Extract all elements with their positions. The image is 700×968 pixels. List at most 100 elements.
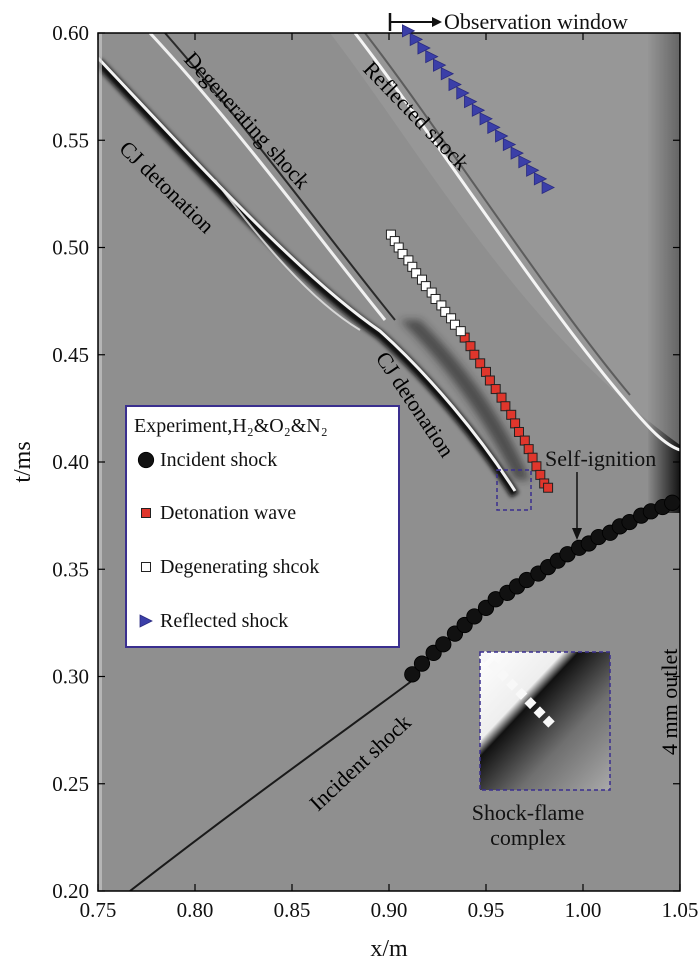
detonation-wave-point: [465, 341, 476, 352]
self-ignition-label: Self-ignition: [545, 446, 656, 471]
degenerating-shcok-point: [411, 268, 422, 279]
cj-detonation-band: [98, 58, 519, 498]
outlet-label: 4 mm outlet: [657, 649, 682, 755]
x-tick-label: 1.05: [662, 898, 699, 922]
legend-marker-detonation-wave: [141, 508, 151, 518]
self-ignition-arrowhead: [572, 528, 582, 540]
detonation-wave-point: [519, 435, 530, 446]
y-tick-label: 0.55: [52, 128, 89, 152]
legend: Experiment,H₂&O₂&N₂ Incident shock Detona…: [125, 405, 400, 648]
degenerating-shcok-point: [397, 248, 408, 259]
detonation-wave-point: [535, 469, 546, 480]
x-tick-label: 0.75: [80, 898, 117, 922]
reflected-shock-point: [456, 86, 470, 100]
legend-box: [125, 405, 400, 648]
reflected-shock-point: [448, 77, 462, 92]
reflected-shock-point: [417, 41, 431, 55]
y-tick-label: 0.50: [52, 236, 89, 260]
reflected-shock-point: [487, 120, 501, 135]
reflected-shock-shadow: [364, 33, 631, 396]
observation-window-label: Observation window: [444, 9, 628, 34]
reflected-shock-point: [502, 137, 517, 152]
incident-shock-point: [435, 636, 452, 653]
detonation-wave-point: [475, 358, 486, 369]
detonation-wave-point: [490, 384, 501, 395]
x-tick-label: 1.00: [565, 898, 602, 922]
detonation-wave-point: [500, 401, 511, 412]
inset-label-line2: complex: [490, 825, 566, 850]
incident-shock-line: [129, 676, 418, 891]
degenerating-shock-streak: [148, 33, 387, 321]
detonation-wave-point: [496, 392, 507, 403]
cj-detonation-edge: [98, 56, 517, 492]
incident-shock-point: [413, 655, 431, 672]
degenerating-shcok-point: [430, 293, 441, 304]
reflected-shock-point: [495, 129, 509, 143]
y-tick-label: 0.20: [52, 879, 89, 903]
post-shock-zone: [330, 33, 680, 445]
reflected-shock-point: [471, 103, 486, 117]
degenerating-shcok-point: [440, 306, 451, 317]
x-axis: 0.75 0.80 0.85 0.90 0.95 1.00 1.05: [80, 33, 699, 922]
shock-flame-inset: [478, 650, 611, 791]
inset-frame: [479, 651, 611, 791]
observation-window-marker: [388, 13, 442, 31]
detonation-wave-point: [469, 349, 480, 360]
y-axis-label: t/ms: [10, 441, 36, 482]
reflected-shock-point: [440, 67, 455, 81]
legend-label-reflected-shock: Reflected shock: [160, 610, 288, 632]
detonation-wave-point: [513, 426, 524, 437]
legend-marker-degenerating-shcok: [141, 562, 151, 572]
detonation-wave-point: [510, 418, 521, 429]
detonation-wave-point: [527, 452, 538, 463]
reflected-shock-point: [425, 49, 439, 64]
detonation-wave-point: [543, 482, 554, 493]
incident-shock-point: [664, 494, 681, 511]
degenerating-shock-shadow: [164, 33, 396, 321]
detonation-dark-zone: [400, 320, 530, 480]
detonation-wave-point: [523, 444, 534, 455]
x-tick-label: 0.90: [371, 898, 408, 922]
detonation-wave-point: [531, 461, 542, 472]
reflected-shock-point: [401, 24, 416, 38]
reflected-shock-point: [533, 172, 548, 186]
legend-label-incident-shock: Incident shock: [160, 449, 277, 471]
data-markers: [385, 24, 681, 683]
reflected-shock-point: [526, 163, 540, 177]
y-tick-label: 0.60: [52, 21, 89, 45]
reflected-shock-point: [518, 155, 532, 169]
legend-label-degenerating-shcok: Degenerating shcok: [160, 556, 319, 578]
legend-label-detonation-wave: Detonation wave: [160, 502, 296, 524]
incident-shock-point: [404, 666, 421, 683]
y-tick-label: 0.40: [52, 450, 89, 474]
reflected-shock-point: [409, 32, 424, 47]
wave-streak: [214, 179, 361, 331]
x-tick-label: 0.80: [177, 898, 214, 922]
y-tick-label: 0.45: [52, 343, 89, 367]
observation-window-arrowhead: [432, 17, 442, 27]
legend-marker-reflected-shock: [139, 614, 153, 628]
x-tick-label: 0.85: [274, 898, 311, 922]
x-axis-label: x/m: [370, 936, 408, 962]
incident-shock-point: [466, 608, 483, 625]
reflected-shock-point: [464, 94, 478, 109]
inset-label-line1: Shock-flame: [472, 800, 584, 825]
inset-flame-front: [478, 650, 559, 732]
reflected-shock-point: [510, 146, 524, 160]
legend-marker-incident-shock: [137, 451, 155, 469]
degenerating-shcok-point: [455, 326, 466, 337]
detonation-wave-point: [506, 409, 517, 420]
degenerating-shcok-point: [449, 319, 460, 330]
y-axis: 0.20 0.25 0.30 0.35 0.40 0.45 0.50 0.55 0.60: [52, 21, 680, 903]
reflected-shock-point: [541, 180, 555, 195]
legend-items: Incident shock Detonation wave Degeneratin…: [137, 449, 319, 632]
reflected-shock-point: [479, 112, 493, 126]
reflected-shock-curve: [353, 33, 680, 452]
detonation-wave-point: [484, 375, 495, 386]
y-tick-label: 0.25: [52, 772, 89, 796]
degenerating-shcok-point: [420, 281, 431, 292]
legend-title: Experiment,H₂&O₂&N₂: [134, 415, 328, 437]
y-tick-label: 0.35: [52, 557, 89, 581]
y-tick-label: 0.30: [52, 665, 89, 689]
